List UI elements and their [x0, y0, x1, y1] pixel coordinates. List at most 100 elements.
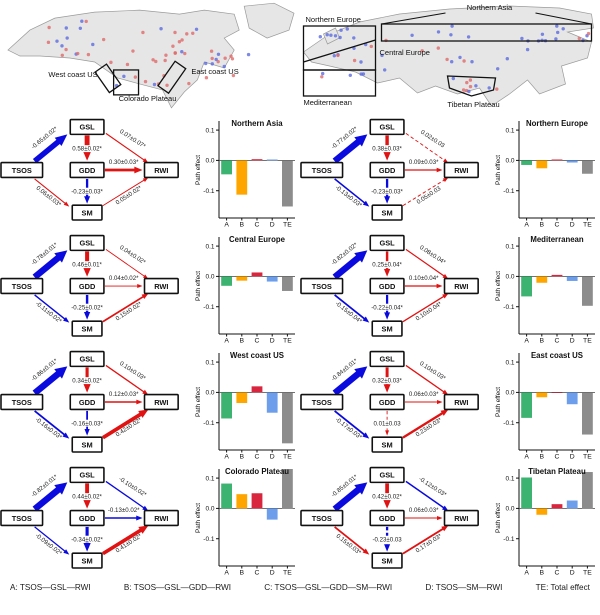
node-label: GDD: [79, 166, 96, 175]
node-tsos: TSOS: [300, 509, 344, 527]
bar-chart-central-europe: 0.1 0.0 -0.1 A B C D TE Central Europe Path effec…: [195, 235, 295, 345]
node-label: GSL: [379, 471, 395, 480]
node-tsos: TSOS: [0, 277, 44, 295]
y-tick-label: 0.0: [505, 390, 514, 397]
edge-coefficient: 0.12±0.03*: [109, 391, 139, 398]
node-label: RWI: [454, 166, 468, 175]
bar-A: [221, 392, 232, 419]
bar-C: [551, 274, 563, 277]
bar-B: [536, 160, 548, 169]
bar-C: [251, 272, 263, 277]
site-dot: [84, 19, 88, 24]
y-tick-label: 0.0: [505, 158, 514, 165]
site-dot: [339, 28, 343, 32]
site-dot: [210, 62, 214, 66]
edge-coefficient: -0.13±0.03*: [334, 184, 364, 209]
site-dot: [352, 58, 357, 63]
bar-chart-mediterranean: 0.1 0.0 -0.1 A B C D TE Mediterranean Path effect: [495, 235, 595, 345]
node-rwi: RWI: [443, 509, 479, 527]
site-dot: [209, 49, 214, 53]
edge-coefficient: -0.10±0.02*: [117, 476, 148, 499]
site-dot: [194, 27, 199, 31]
chart-title: Colorado Plateau: [225, 467, 289, 476]
edge-gsl-gdd: 0.38±0.03*: [369, 135, 405, 161]
bar-C: [251, 159, 263, 161]
bar-D: [566, 160, 578, 163]
edge-coefficient: 0.32±0.03*: [372, 378, 402, 385]
bar-TE: [582, 160, 593, 174]
y-tick-label: 0.0: [205, 506, 214, 513]
east-coast-us-box: [157, 60, 187, 95]
central-europe-divider: [303, 39, 376, 63]
chart-title: West coast US: [230, 351, 284, 360]
site-dot: [496, 67, 500, 71]
node-label: GDD: [79, 398, 96, 407]
site-dot: [185, 32, 189, 36]
node-gsl: GSL: [369, 350, 405, 368]
y-tick-label: -0.1: [503, 420, 515, 427]
site-dot: [154, 59, 158, 64]
site-dot: [141, 30, 145, 35]
node-rwi: RWI: [443, 161, 479, 179]
site-dot: [163, 58, 167, 63]
edge-gdd-rwi: 0.30±0.03*: [104, 159, 143, 174]
site-dot: [336, 53, 340, 58]
x-tick-label: TE: [283, 454, 292, 461]
node-gdd: GDD: [69, 509, 105, 527]
bar-TE: [282, 276, 293, 291]
bar-A: [221, 160, 232, 175]
node-label: GDD: [379, 282, 396, 291]
node-sm: SM: [71, 204, 103, 221]
site-dot: [191, 31, 195, 35]
node-tsos: TSOS: [300, 393, 344, 411]
bar-B: [236, 160, 248, 195]
site-dot: [445, 57, 449, 62]
path-diagram-northern-europe: -0.77±0.02* 0.02±0.03 0.38±0.03* 0.09±0.03*…: [300, 118, 479, 221]
node-gsl: GSL: [369, 234, 405, 252]
node-label: TSOS: [12, 398, 32, 407]
edge-coefficient: 0.38±0.03*: [372, 146, 402, 153]
site-dot: [78, 26, 83, 30]
edge-gsl-gdd: 0.46±0.01*: [69, 251, 105, 277]
x-tick-label: C: [555, 570, 560, 577]
bar-TE: [282, 392, 293, 444]
bar-C: [551, 392, 563, 394]
x-tick-label: TE: [583, 338, 592, 345]
panel-northern-asia: -0.65±0.02* 0.07±0.07* 0.58±0.02* 0.30±0.03…: [0, 113, 300, 229]
edge-gdd-sm: -0.22±0.04*: [368, 294, 407, 320]
node-label: GSL: [379, 123, 395, 132]
site-dot: [177, 40, 182, 44]
site-dot: [60, 44, 64, 48]
site-dot: [462, 59, 466, 63]
y-tick-label: -0.1: [203, 536, 215, 543]
edge-coefficient: 0.06±0.03*: [409, 391, 439, 398]
site-dot: [109, 60, 113, 65]
x-tick-label: A: [224, 570, 229, 577]
node-label: GSL: [379, 239, 395, 248]
y-tick-label: 0.1: [205, 359, 214, 366]
colorado-plateau-box: [112, 69, 140, 96]
panel-west-coast-us: -0.86±0.01* 0.10±0.03* 0.34±0.02* 0.12±0.03…: [0, 345, 300, 461]
node-label: RWI: [154, 166, 168, 175]
edge-gdd-rwi: 0.12±0.03*: [104, 391, 143, 405]
chart-title: Central Europe: [229, 235, 286, 244]
edge-gsl-gdd: 0.58±0.02*: [69, 135, 105, 161]
node-label: GDD: [379, 166, 396, 175]
edge-gdd-sm: 0.01±0.03: [371, 410, 403, 436]
node-gdd: GDD: [69, 277, 105, 295]
site-dot: [230, 57, 235, 61]
site-maps-row: West coast US East coast US Colorado Plate…: [0, 0, 600, 113]
site-dot: [555, 24, 559, 28]
edge-gdd-sm: -0.23±0.03*: [68, 178, 107, 204]
node-label: GDD: [79, 514, 96, 523]
northern-asia-callout-right: [535, 12, 592, 25]
node-label: TSOS: [312, 282, 332, 291]
edge-tsos-gsl: -0.86±0.01*: [30, 357, 68, 396]
x-tick-label: TE: [583, 222, 592, 229]
site-dot: [210, 56, 214, 61]
y-tick-label: 0.1: [205, 475, 214, 482]
edge-sm-rwi: 0.41±0.02*: [101, 525, 149, 556]
site-dot: [329, 33, 333, 37]
panel-tibetan-plateau: -0.85±0.01* -0.12±0.03* 0.42±0.02* 0.06±0.0…: [300, 461, 600, 577]
edge-tsos-sm: 0.15±0.03*: [334, 526, 370, 557]
